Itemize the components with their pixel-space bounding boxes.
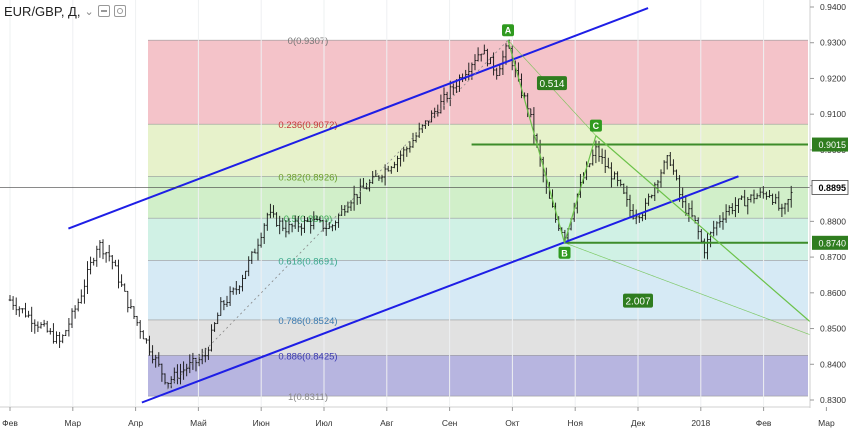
- chart-header: EUR/GBP, Д, ⌄: [4, 3, 126, 19]
- channel-lines: [68, 7, 739, 404]
- fib-label: 0(0.9307): [288, 36, 329, 47]
- time-tick-label: Окт: [505, 418, 519, 428]
- price-tick-label: 0.8600: [820, 288, 846, 298]
- pattern-point-label: A: [505, 26, 512, 36]
- grid: [9, 0, 827, 406]
- pattern-leg-CD: [595, 135, 837, 346]
- time-tick-label: Фев: [756, 418, 772, 428]
- pattern-leg-BC: [563, 135, 597, 243]
- price-tick-label: 0.9200: [820, 73, 846, 83]
- pattern-point-marker: [558, 246, 571, 259]
- fib-zone: [148, 124, 808, 177]
- fib-label: 1(0.8311): [288, 392, 328, 403]
- pattern-point-label: B: [561, 248, 568, 258]
- price-tick-label: 0.8700: [820, 252, 846, 262]
- price-axis-bg: [810, 0, 850, 430]
- ratio-label: 2.007: [625, 297, 650, 308]
- fib-zone: [148, 355, 808, 397]
- horizontal-levels: [471, 143, 808, 244]
- time-tick-label: Май: [190, 418, 207, 428]
- fib-label: 0.618(0.8691): [278, 256, 337, 267]
- fib-zone: [148, 218, 808, 261]
- price-tick-label: 0.8300: [820, 395, 846, 405]
- time-tick-label: Дек: [631, 418, 645, 428]
- channel-upper-line: [68, 7, 649, 230]
- chevron-down-icon[interactable]: ⌄: [84, 5, 94, 18]
- price-tag-bg: [812, 137, 848, 152]
- price-tick-label: 0.9400: [820, 2, 846, 12]
- settings-box-icon[interactable]: [113, 5, 126, 17]
- fib-label: 0.886(0.8425): [278, 351, 337, 362]
- price-tag-bg: [812, 235, 848, 250]
- fib-zone: [148, 260, 808, 320]
- time-tick-label: Фев: [2, 418, 18, 428]
- price-tick-label: 0.8400: [820, 359, 846, 369]
- ratio-label-bg: [536, 76, 567, 91]
- fib-zone: [148, 319, 808, 356]
- price-tick-label: 0.9100: [820, 109, 846, 119]
- time-tick-label: Мар: [818, 418, 835, 428]
- time-axis: Фев Мар Апр Май Июн Июл Авг Сен Окт Ноя Дек 2018 Фев…: [0, 406, 835, 428]
- pattern-point-marker: [502, 24, 515, 37]
- time-tick-label: Апр: [128, 418, 143, 428]
- ohlc-bars: [8, 39, 793, 389]
- price-tag-label: 0.9015: [818, 140, 846, 150]
- time-tick-label: Мар: [64, 418, 81, 428]
- last-price-tag: 0.8895: [818, 183, 846, 193]
- time-tick-label: 2018: [691, 418, 710, 428]
- fib-label: 0.236(0.9072): [278, 120, 337, 131]
- ratio-label-bg: [623, 293, 653, 308]
- minus-box-icon[interactable]: [97, 5, 110, 17]
- time-tick-label: Сен: [442, 418, 458, 428]
- pattern-leg-AB: [507, 40, 566, 243]
- price-tick-label: 0.9300: [820, 38, 846, 48]
- pattern-point-label: C: [593, 121, 600, 131]
- pattern-ratio-BD: [564, 242, 837, 345]
- price-tick-label: 0.8800: [820, 216, 846, 226]
- time-tick-label: Июн: [253, 418, 270, 428]
- pattern-point-marker: [589, 119, 602, 132]
- last-price-tag-bg: [811, 180, 849, 195]
- time-tick-label: Ноя: [567, 418, 583, 428]
- fib-label: 0.786(0.8524): [278, 316, 337, 327]
- price-tick-label: 0.8500: [820, 324, 846, 334]
- price-tag-label: 0.8740: [818, 238, 846, 248]
- fib-label: 0.382(0.8926): [278, 172, 337, 183]
- time-tick-label: Авг: [380, 418, 393, 428]
- symbol-label[interactable]: EUR/GBP, Д,: [4, 3, 81, 19]
- channel-lower-line: [141, 175, 739, 404]
- price-axis: 0.94000.93000.92000.91000.90000.89000.88…: [809, 0, 850, 430]
- ratio-label: 0.514: [539, 79, 564, 90]
- fibonacci-zones: 0(0.9307)0.236(0.9072)0.382(0.8926)0.5(0…: [148, 36, 808, 403]
- dotted-trend-line: [166, 39, 509, 390]
- fib-zone: [148, 176, 808, 219]
- time-tick-label: Июл: [315, 418, 332, 428]
